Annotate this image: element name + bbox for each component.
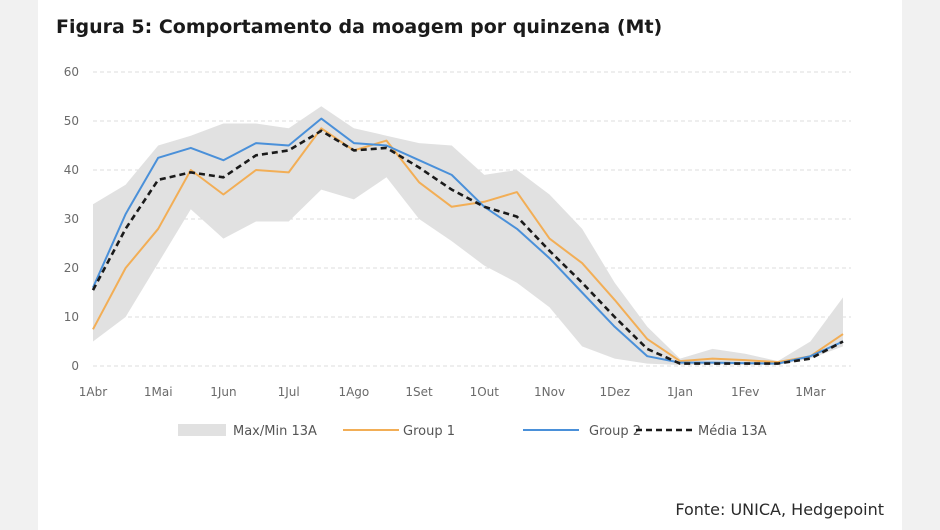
legend-label: Group 1	[403, 424, 455, 439]
y-axis-ticks: 0 10 20 30 40 50 60	[64, 65, 79, 373]
x-tick-label: 1Jun	[210, 385, 236, 399]
legend: Max/Min 13A Group 1 Group 2 Média 13A	[178, 424, 767, 439]
legend-item-group-1: Group 1	[343, 424, 455, 439]
figure-card: Figura 5: Comportamento da moagem por qu…	[38, 0, 902, 530]
line-chart: 0 10 20 30 40 50 60 1Abr 1Mai 1Jun 1Jul 1Ago 1Set 1O…	[64, 65, 851, 439]
legend-label: Group 2	[589, 424, 641, 439]
x-tick-label: 1Dez	[599, 385, 630, 399]
y-tick-label: 20	[64, 261, 79, 275]
legend-label: Média 13A	[698, 424, 767, 439]
series-line-media-13a	[91, 129, 844, 365]
y-tick-label: 10	[64, 310, 79, 324]
band-layer	[93, 106, 843, 366]
x-tick-label: 1Out	[470, 385, 500, 399]
legend-item-media-13a: Média 13A	[636, 424, 767, 439]
band-max-min-13a	[93, 106, 843, 366]
source-note: Fonte: UNICA, Hedgepoint	[675, 500, 884, 519]
legend-label: Max/Min 13A	[233, 424, 317, 439]
series-line-group-1	[92, 127, 844, 364]
x-axis-ticks: 1Abr 1Mai 1Jun 1Jul 1Ago 1Set 1Out 1Nov 1Dez 1Jan…	[79, 385, 826, 399]
x-tick-label: 1Mar	[795, 385, 825, 399]
x-tick-label: 1Ago	[338, 385, 369, 399]
x-tick-label: 1Abr	[79, 385, 107, 399]
x-tick-label: 1Mai	[144, 385, 173, 399]
y-tick-label: 60	[64, 65, 79, 79]
x-tick-label: 1Fev	[731, 385, 759, 399]
legend-item-max-min-13a: Max/Min 13A	[178, 424, 317, 439]
series-layer	[91, 117, 844, 365]
chart-title: Figura 5: Comportamento da moagem por qu…	[56, 16, 663, 38]
y-tick-label: 50	[64, 114, 79, 128]
x-tick-label: 1Set	[405, 385, 433, 399]
legend-item-group-2: Group 2	[523, 424, 641, 439]
legend-swatch	[178, 424, 226, 436]
x-tick-label: 1Jul	[278, 385, 300, 399]
y-tick-label: 0	[71, 359, 79, 373]
x-tick-label: 1Nov	[534, 385, 565, 399]
y-tick-label: 30	[64, 212, 79, 226]
y-tick-label: 40	[64, 163, 79, 177]
x-tick-label: 1Jan	[667, 385, 693, 399]
